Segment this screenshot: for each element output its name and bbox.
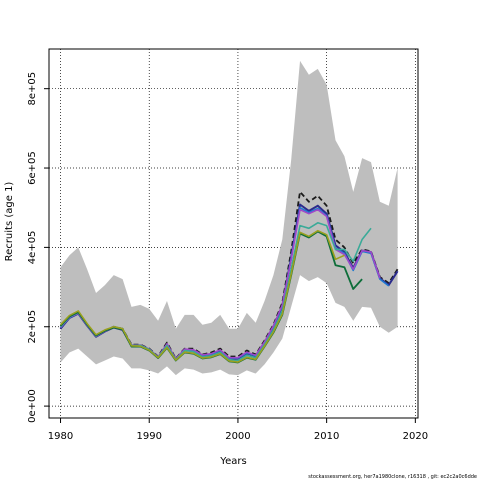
- x-tick-label-0: 1980: [48, 431, 73, 442]
- x-tick-label-2: 2000: [225, 431, 250, 442]
- confidence-band-layer: [60, 60, 398, 376]
- plot-frame: [48, 48, 419, 419]
- x-tick-label-1: 1990: [137, 431, 162, 442]
- y-axis-title: Recruits (age 1): [4, 182, 15, 262]
- footer-note: stockassessment.org, her7a1980clone, r16…: [308, 474, 477, 480]
- x-axis-title: Years: [219, 456, 246, 467]
- y-tick-label-0: 0e+00: [27, 389, 38, 423]
- confidence-band: [60, 60, 398, 376]
- series-line-6: [59, 229, 345, 363]
- series-layer: [59, 190, 399, 364]
- x-tick-label-3: 2010: [314, 431, 339, 442]
- y-axis: 0e+00 2e+05 4e+05 6e+05 8e+05: [27, 72, 49, 423]
- y-tick-label-2: 4e+05: [27, 231, 38, 265]
- y-tick-label-1: 2e+05: [27, 310, 38, 344]
- y-tick-label-3: 6e+05: [27, 151, 38, 185]
- x-axis: 1980 1990 2000 2010 2020: [48, 418, 428, 442]
- x-tick-label-4: 2020: [403, 431, 428, 442]
- y-tick-label-4: 8e+05: [27, 72, 38, 106]
